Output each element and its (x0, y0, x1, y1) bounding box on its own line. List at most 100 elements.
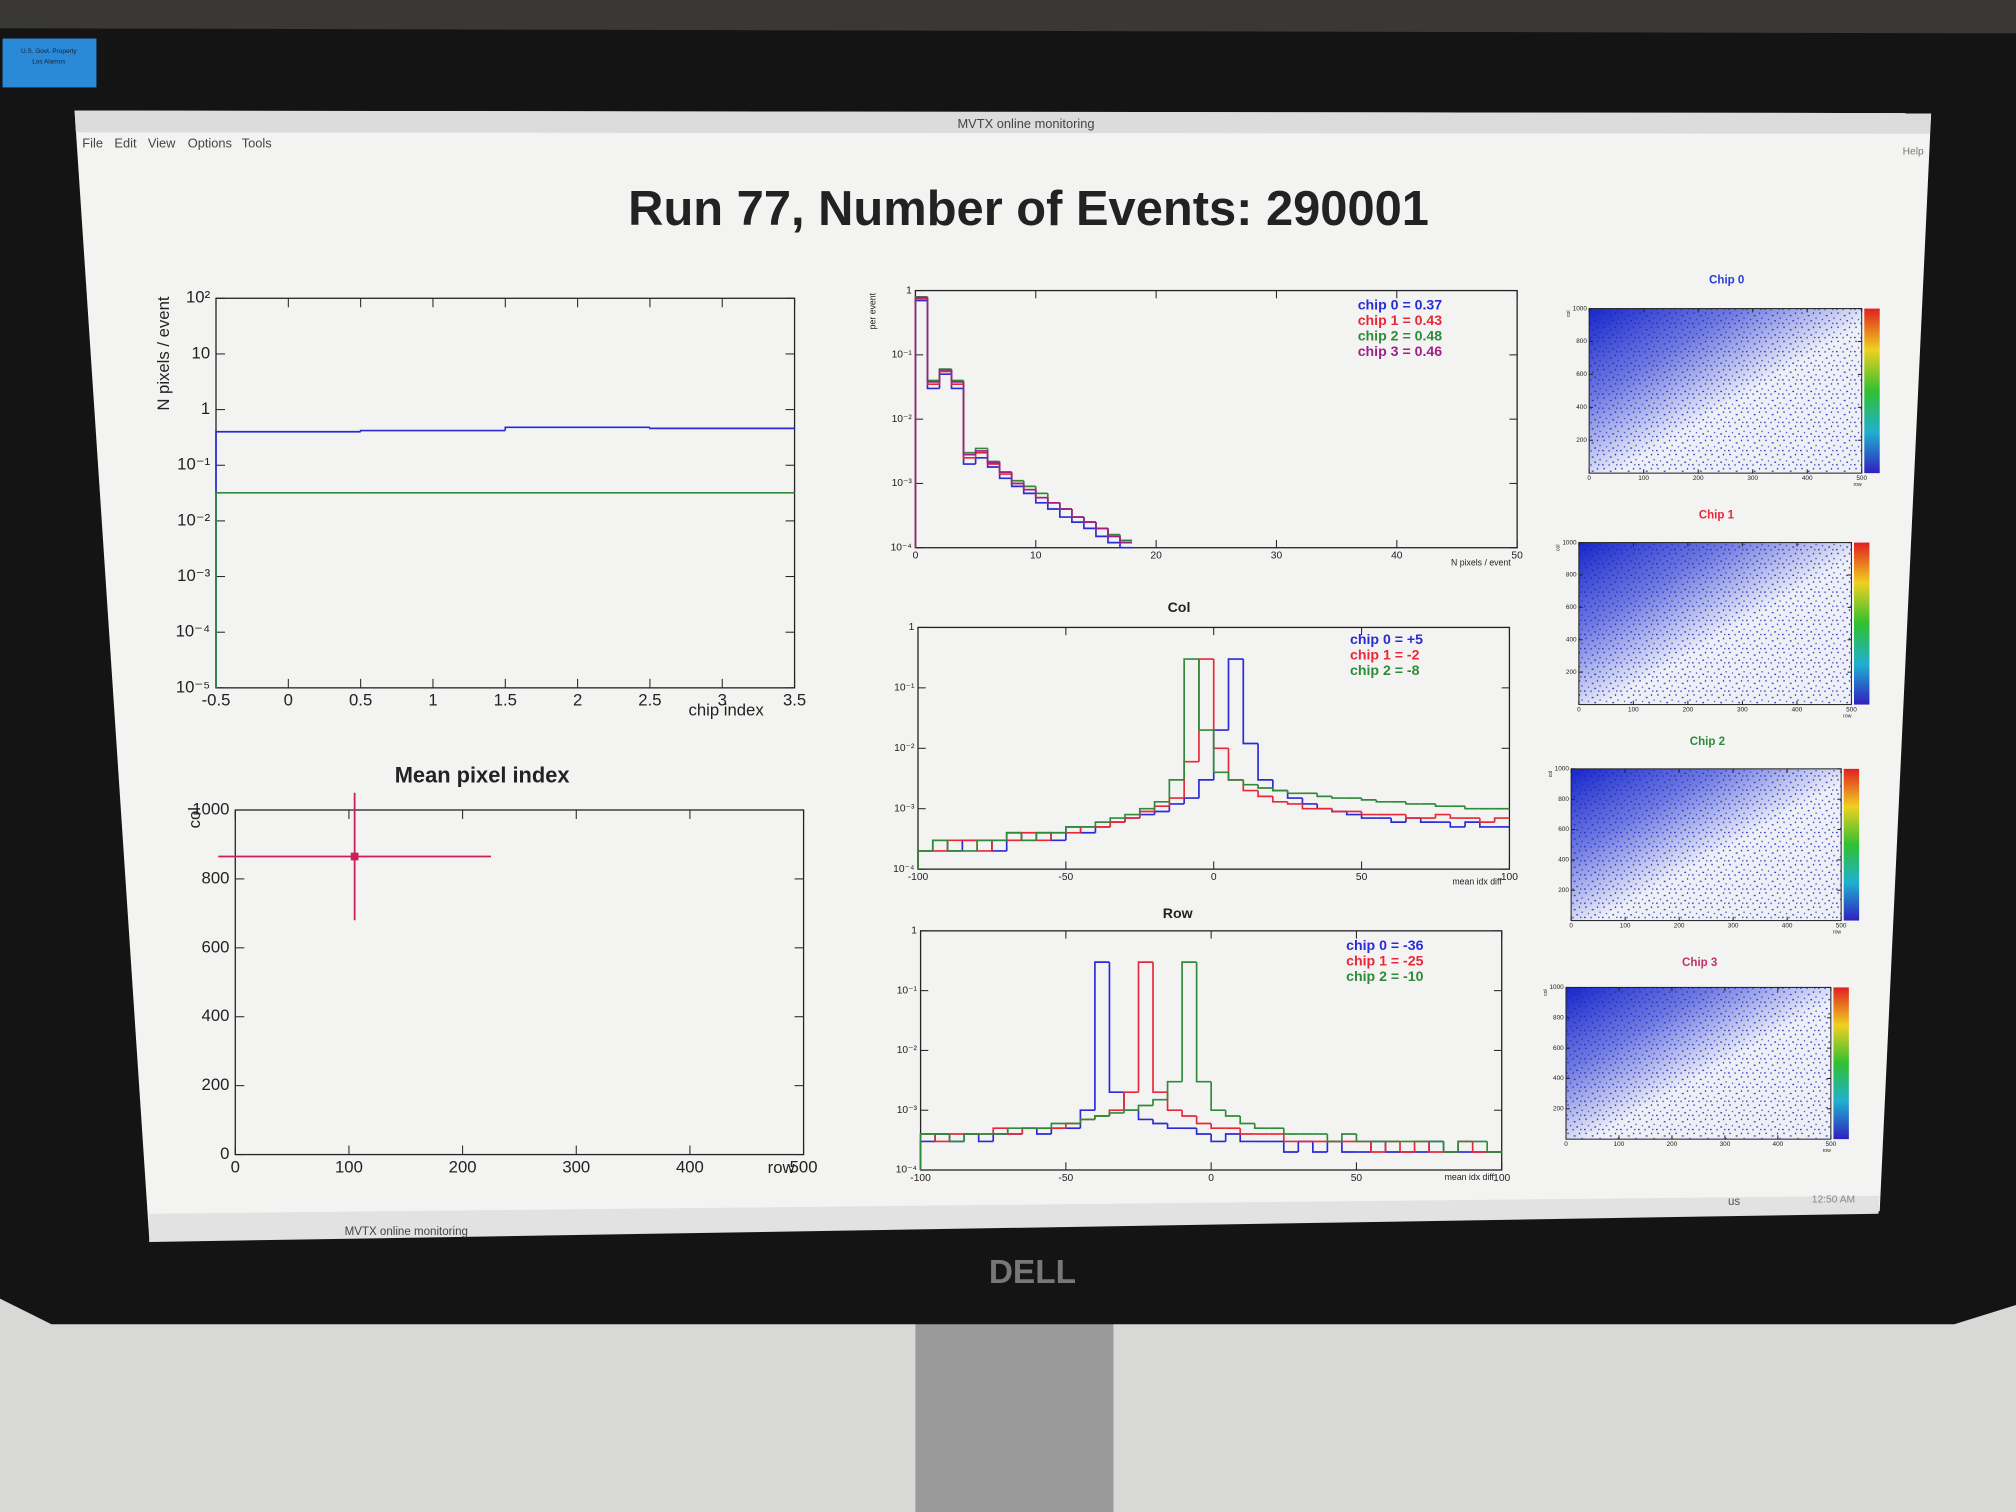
taskbar-app[interactable]: MVTX online monitoring (345, 1226, 468, 1238)
help-menu[interactable]: Help (1903, 146, 1924, 157)
y-tick-label: 10⁻² (177, 510, 210, 529)
histogram-bin (1464, 821, 1480, 827)
x-tick-label: 0.5 (349, 691, 372, 710)
x-axis-label: mean idx diff (1452, 876, 1502, 886)
y-tick-label: 1 (906, 285, 912, 296)
x-tick-label: 500 (790, 1157, 818, 1176)
histogram-bin (938, 369, 952, 382)
histogram-bin (1471, 1141, 1488, 1153)
charts: -0.5 0 0.5 1 1.5 2 2.5 3 3.5 10⁻⁵ 10⁻⁴ 10⁻³ 10⁻² 10⁻¹… (154, 274, 1880, 1184)
y-tick-label: 10⁻² (892, 414, 913, 425)
y-tick-label: 10⁻² (894, 743, 915, 754)
histogram-bin (1137, 961, 1154, 1093)
histogram-bin (1210, 1134, 1226, 1143)
histogram-bin (1282, 1141, 1299, 1153)
x-tick-label: 3 (718, 691, 727, 710)
histogram-bin (1152, 1119, 1168, 1125)
y-tick-label: 1000 (1573, 305, 1588, 312)
x-tick-label: 100 (1628, 706, 1639, 713)
y-tick-label: 800 (1566, 572, 1577, 579)
x-tick-label: 500 (1826, 1141, 1837, 1148)
x-tick-label: -0.5 (202, 691, 231, 710)
y-tick-label: 10⁻³ (897, 1105, 918, 1116)
menu-item[interactable]: View (148, 135, 176, 150)
y-tick-label: 1 (911, 926, 917, 937)
x-tick-label: 0 (231, 1157, 240, 1176)
histogram-bin (934, 1134, 950, 1143)
histogram-bin (1108, 962, 1124, 1094)
x-tick-label: 0 (1564, 1141, 1568, 1148)
x-tick-label: -50 (1058, 1173, 1073, 1184)
histogram-bin (1166, 1123, 1183, 1130)
histogram-bin (1227, 658, 1244, 731)
histogram-bin (1152, 962, 1168, 1094)
y-tick-label: 10² (186, 288, 211, 307)
taskbar (149, 1195, 1880, 1242)
x-tick-label: 1 (428, 691, 437, 710)
histogram-bin (914, 296, 928, 548)
histogram-bin (1239, 1116, 1255, 1125)
y-tick-label: 1000 (1562, 539, 1577, 546)
histogram-bin (1457, 1140, 1473, 1153)
x-tick-label: 2 (573, 691, 582, 710)
histogram-bin (1195, 962, 1212, 1083)
sticker-text: Los Alamos (32, 58, 65, 65)
histogram-bin (1181, 961, 1197, 1082)
legend-entry: chip 3 = 0.46 (1358, 343, 1443, 359)
data-point (350, 852, 359, 861)
histogram-bin (1059, 509, 1072, 518)
chart-title: Chip 1 (1699, 510, 1735, 522)
histogram-bin (1010, 472, 1024, 485)
histogram-bin (1107, 536, 1121, 544)
histogram-bin (1181, 1110, 1197, 1117)
histogram-bin (1035, 831, 1052, 841)
legend-entry: chip 0 = 0.37 (1358, 297, 1443, 313)
x-tick-label: 0 (1577, 706, 1581, 713)
chart-title: Chip 2 (1690, 736, 1725, 748)
x-axis-label: N pixels / event (1451, 557, 1511, 567)
y-tick-label: 800 (202, 868, 230, 887)
keyboard-layout[interactable]: us (1728, 1196, 1740, 1208)
histogram-bin (1153, 800, 1170, 809)
histogram-bin (1239, 1134, 1255, 1143)
x-tick-label: 200 (1674, 922, 1685, 929)
x-tick-label: 200 (449, 1157, 477, 1176)
x-tick-label: 0 (1587, 475, 1591, 482)
histogram-bin (1434, 803, 1451, 808)
x-axis-label: row (1853, 482, 1862, 488)
histogram-bin (1449, 814, 1466, 819)
histogram-bin (1360, 798, 1377, 801)
histogram-bin (1138, 807, 1155, 815)
menu-item[interactable]: File (82, 135, 103, 150)
y-tick-label: 400 (1566, 636, 1577, 643)
x-tick-label: 1.5 (494, 691, 517, 710)
histogram-bin (1286, 790, 1303, 795)
histogram-bin (1210, 1123, 1226, 1130)
histogram-bin (1034, 489, 1048, 499)
menu-item[interactable]: Options (188, 135, 232, 150)
x-tick-label: 400 (1802, 475, 1813, 482)
x-tick-label: 10 (1030, 551, 1042, 562)
histogram-bin (1257, 784, 1273, 789)
histogram-bin (1137, 1104, 1154, 1111)
x-tick-label: 500 (1856, 475, 1867, 482)
menu-item[interactable]: Tools (242, 135, 272, 150)
histogram-bin (1006, 1127, 1023, 1135)
menu-item[interactable]: Edit (114, 135, 137, 150)
histogram-bin (976, 839, 992, 851)
clock: 12:50 AM (1812, 1194, 1855, 1205)
histogram-bin (1094, 821, 1111, 827)
histogram-bin (1166, 1080, 1183, 1100)
histogram-bin (1083, 522, 1096, 530)
histogram-bin (992, 1127, 1008, 1135)
y-tick-label: 1000 (192, 799, 229, 818)
x-tick-label: -50 (1058, 872, 1073, 883)
histogram-bin (1272, 788, 1288, 792)
chart-panel: -100 -50 0 50 100 10⁻⁴ 10⁻³ 10⁻² 10⁻¹ 1 Col mean id… (893, 599, 1518, 886)
x-tick-label: 400 (1782, 922, 1793, 929)
x-tick-label: 0 (1208, 1173, 1214, 1184)
y-axis-label: col (185, 807, 204, 828)
histogram-bin (1079, 1118, 1095, 1124)
hitmap-hot-region (1571, 768, 1842, 921)
histogram-bin (1486, 1141, 1502, 1153)
